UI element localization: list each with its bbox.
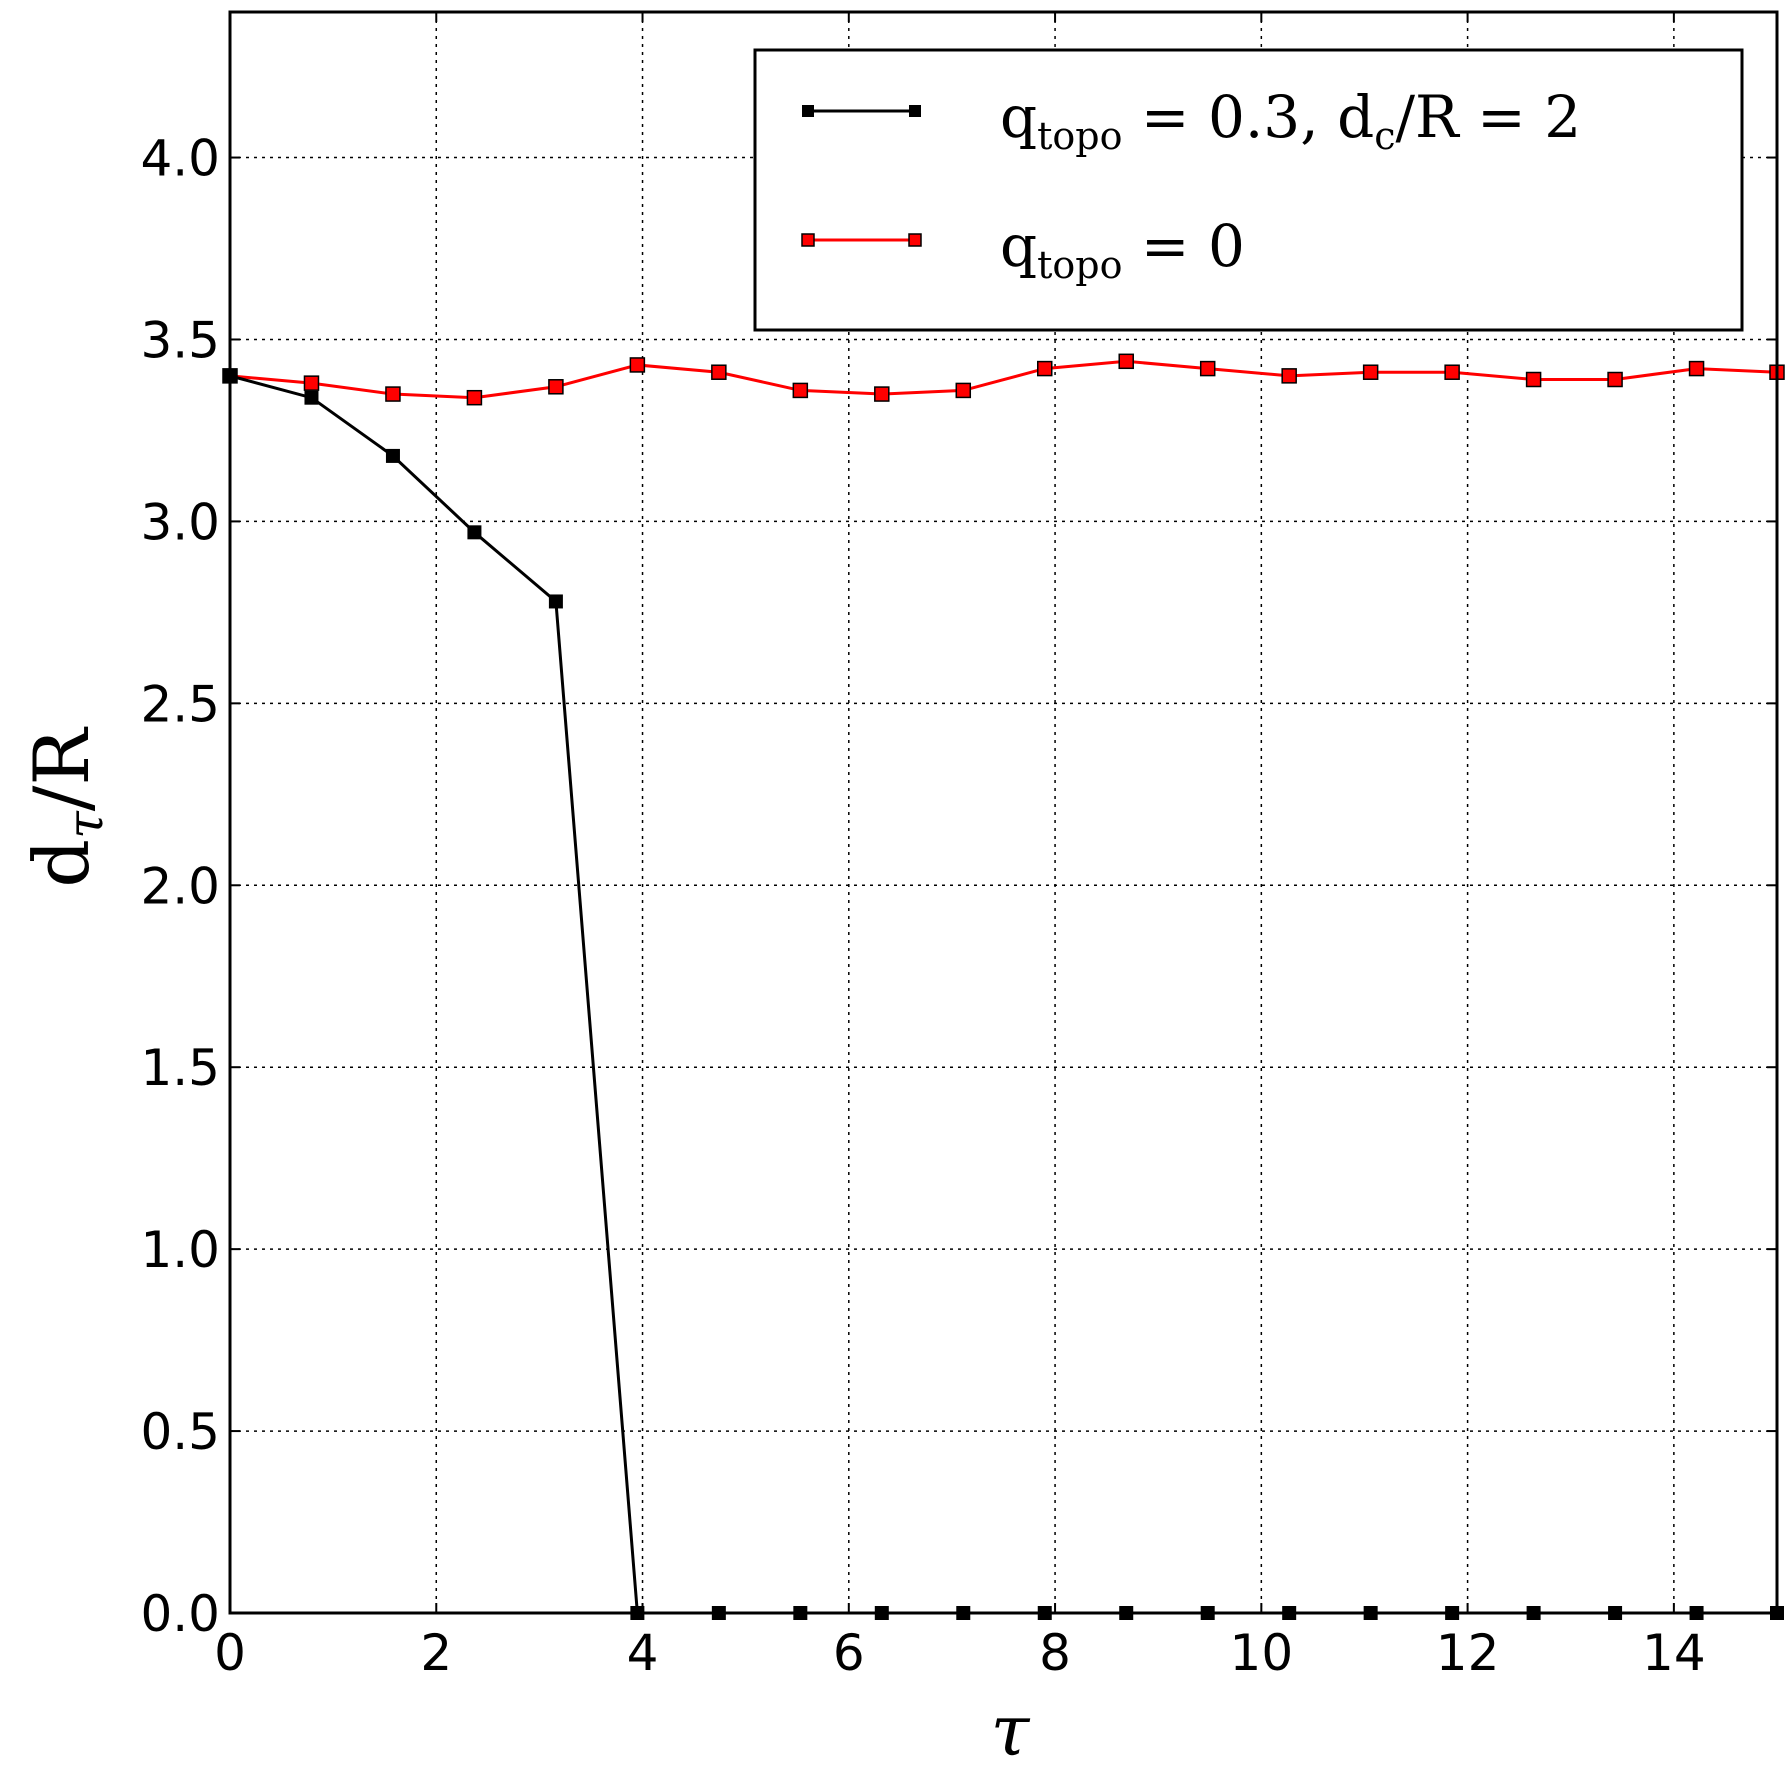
legend-series-1-text-b: /R = 2 [1396, 83, 1582, 151]
legend-series-2-text: = 0 [1123, 212, 1245, 280]
x-tick-label: 0 [214, 1624, 246, 1682]
x-axis-label: τ [991, 1690, 1031, 1772]
series-2-line [229, 359, 1778, 400]
y-tick-label: 1.5 [140, 1039, 220, 1097]
series-2-point [1362, 364, 1379, 380]
legend-series-1-q: q [1000, 83, 1037, 151]
series-2-point [1281, 368, 1297, 384]
y-tick-label: 2.0 [140, 857, 220, 915]
legend-marker-series-2-b [908, 233, 922, 247]
series-2-point [303, 375, 320, 391]
x-tick-label: 14 [1642, 1624, 1706, 1682]
series-1-point [304, 390, 319, 405]
series-layer [222, 353, 1785, 1620]
series-2-point [466, 389, 483, 406]
series-2-point [1199, 360, 1216, 377]
plot-frame [228, 10, 1779, 1615]
series-2-point [1688, 360, 1705, 377]
y-tick-label: 2.5 [140, 675, 220, 733]
legend-marker-series-2-a [801, 233, 815, 247]
axis-ticks: 0 2 4 6 8 10 12 14 0.0 0.5 1.0 1.5 2.0 2.5 3.0 3.5 4.0 [140, 12, 1777, 1682]
series-2-point [1525, 371, 1542, 388]
legend-series-1-d-subscript: c [1374, 114, 1395, 158]
series-1-point [385, 448, 400, 463]
series-2-point [1037, 360, 1053, 377]
series-2-point [548, 379, 564, 395]
series-2 [222, 353, 1785, 406]
series-2-point [1607, 371, 1623, 388]
y-tick-label: 0.0 [140, 1585, 220, 1643]
y-axis-label-main: d [17, 839, 106, 888]
legend-series-2-q-subscript: topo [1037, 243, 1122, 287]
y-axis-label-rest: /R [17, 726, 106, 812]
x-tick-label: 10 [1230, 1624, 1294, 1682]
x-tick-label: 12 [1436, 1624, 1500, 1682]
legend-box [753, 48, 1744, 332]
x-tick-label: 8 [1039, 1624, 1071, 1682]
y-tick-label: 1.0 [140, 1221, 220, 1279]
y-axis-label: dτ/R [17, 726, 114, 888]
x-tick-label: 2 [420, 1624, 452, 1682]
y-tick-label: 3.0 [140, 493, 220, 551]
legend-label-series-2: qtopo = 0 [1000, 212, 1245, 287]
series-1 [223, 368, 1784, 1620]
series-2-point [955, 382, 972, 399]
legend-label-series-1: qtopo = 0.3, dc/R = 2 [1000, 83, 1581, 158]
series-2-point [385, 386, 401, 402]
legend-marker-series-1-b [909, 105, 921, 117]
series-2-point [711, 364, 727, 380]
legend-series-1-text-a: = 0.3, d [1123, 83, 1375, 151]
x-tick-label: 6 [833, 1624, 865, 1682]
series-2-point [792, 382, 809, 399]
legend-marker-series-1-a [802, 105, 814, 117]
series-1-line [229, 374, 1777, 1615]
series-2-point [874, 386, 890, 402]
y-axis-label-subscript: τ [56, 810, 114, 839]
series-1-point [467, 525, 482, 540]
legend-series-1-q-subscript: topo [1037, 114, 1122, 158]
x-tick-label: 4 [627, 1624, 659, 1682]
y-tick-label: 4.0 [140, 130, 220, 188]
series-2-point [629, 357, 646, 373]
legend: qtopo = 0.3, dc/R = 2 qtopo = 0 [753, 48, 1744, 332]
legend-series-2-q: q [1000, 212, 1037, 280]
series-2-point [1444, 364, 1460, 380]
series-1-point [548, 594, 563, 609]
series-2-point [1118, 353, 1134, 370]
y-tick-label: 3.5 [140, 311, 220, 369]
y-tick-label: 0.5 [140, 1403, 220, 1461]
